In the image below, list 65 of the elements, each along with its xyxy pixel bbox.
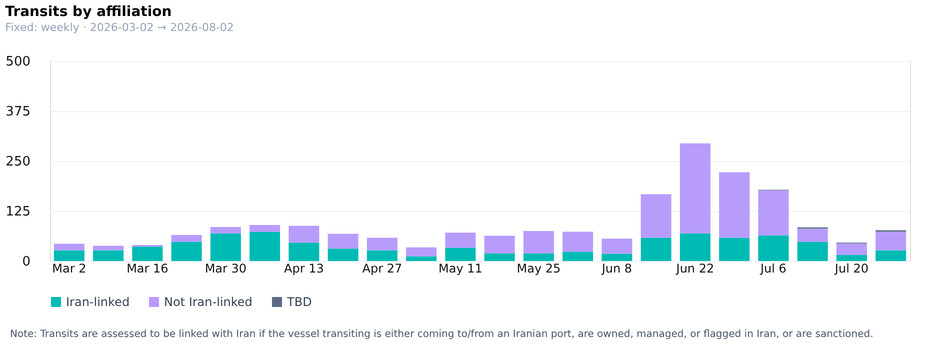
bar xyxy=(523,253,554,261)
bar xyxy=(93,250,124,261)
x-tick-label: Jun 8 xyxy=(600,262,632,276)
x-tick-label: Mar 16 xyxy=(126,262,168,276)
bar xyxy=(210,227,241,234)
bar xyxy=(758,190,789,236)
y-tick-label: 375 xyxy=(6,104,30,120)
bar xyxy=(171,235,202,242)
legend-label: TBD xyxy=(286,295,312,309)
bar xyxy=(366,238,398,250)
bar xyxy=(445,248,476,261)
bar xyxy=(797,242,828,261)
bar xyxy=(93,246,124,250)
bar xyxy=(328,234,358,249)
bar xyxy=(876,232,906,250)
x-tick-label: Apr 27 xyxy=(362,262,402,276)
x-tick-label: Apr 13 xyxy=(284,262,324,276)
bar xyxy=(288,242,320,261)
x-tick-label: Jul 6 xyxy=(759,262,786,276)
bar xyxy=(250,225,280,232)
x-tick-label: May 25 xyxy=(516,262,561,276)
x-tick-label: Mar 2 xyxy=(52,262,86,276)
x-tick-label: May 11 xyxy=(438,262,482,276)
x-tick-label: Jun 22 xyxy=(675,262,714,276)
bar xyxy=(562,232,594,252)
bar xyxy=(680,233,710,261)
bar xyxy=(250,232,280,261)
bar xyxy=(640,238,672,261)
bar xyxy=(602,254,632,261)
bar xyxy=(836,255,867,261)
x-tick-label: Jul 20 xyxy=(834,262,868,276)
bar xyxy=(366,250,398,261)
bar xyxy=(328,248,358,261)
bar xyxy=(797,228,828,242)
bar xyxy=(680,143,710,234)
y-tick-label: 125 xyxy=(6,204,30,220)
bar xyxy=(602,238,632,254)
legend-label: Iran-linked xyxy=(66,295,130,309)
bar xyxy=(758,235,789,261)
x-tick-label: Mar 30 xyxy=(204,262,247,276)
bar xyxy=(836,243,867,255)
bar xyxy=(640,194,672,238)
bar xyxy=(445,232,476,248)
text: Note: Transits are assessed to be linked with Iran if the vessel transiting is either coming to/from an Iranian port, are owned, managed, or flagged in Iran, or are sanctioned. xyxy=(10,329,874,340)
y-tick-label: 250 xyxy=(6,154,30,170)
bar xyxy=(876,250,906,261)
bar xyxy=(171,242,202,261)
bar xyxy=(210,233,241,261)
bar xyxy=(523,231,554,254)
bar xyxy=(54,244,84,250)
chart-subtitle: Fixed: weekly · 2026-03-02 → 2026-08-02 xyxy=(5,21,234,34)
chart-title: Transits by affiliation xyxy=(5,4,172,20)
bar xyxy=(719,238,750,261)
legend-label: Not Iran-linked xyxy=(164,295,252,309)
bar xyxy=(484,253,515,261)
bar xyxy=(719,172,750,238)
bar xyxy=(54,250,84,261)
bar xyxy=(132,246,163,261)
bar xyxy=(406,247,437,256)
y-tick-label: 500 xyxy=(6,54,30,70)
bar xyxy=(562,252,594,261)
bar xyxy=(484,236,515,254)
y-tick-label: 0 xyxy=(22,254,30,270)
bar xyxy=(288,226,320,243)
bar xyxy=(406,256,437,261)
